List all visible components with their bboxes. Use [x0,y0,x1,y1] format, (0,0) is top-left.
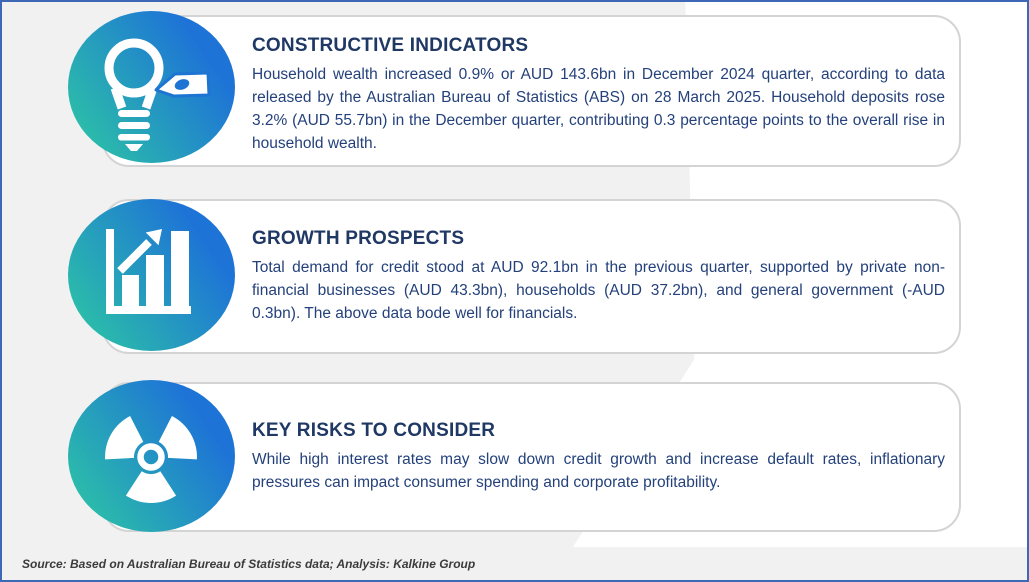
section-card-key-risks: KEY RISKS TO CONSIDER While high interes… [102,382,961,532]
section-title: GROWTH PROSPECTS [252,228,465,250]
section-title: KEY RISKS TO CONSIDER [252,420,496,442]
section-body: While high interest rates may slow down … [252,450,945,491]
section-body: Total demand for credit stood at AUD 92.… [252,258,945,322]
section-icon-badge [68,199,235,351]
section-icon-badge [68,11,235,163]
lightbulb-tag-icon [104,38,211,151]
section-body: Household wealth increased 0.9% or AUD 1… [252,65,945,152]
section-card-growth-prospects: GROWTH PROSPECTS Total demand for credit… [102,199,961,354]
radiation-icon [105,416,197,504]
section-icon-badge [68,380,235,532]
source-attribution: Source: Based on Australian Bureau of St… [22,557,476,571]
section-card-constructive-indicators: CONSTRUCTIVE INDICATORS Household wealth… [102,15,961,167]
section-title: CONSTRUCTIVE INDICATORS [252,35,529,57]
bar-chart-growth-icon [106,229,191,314]
